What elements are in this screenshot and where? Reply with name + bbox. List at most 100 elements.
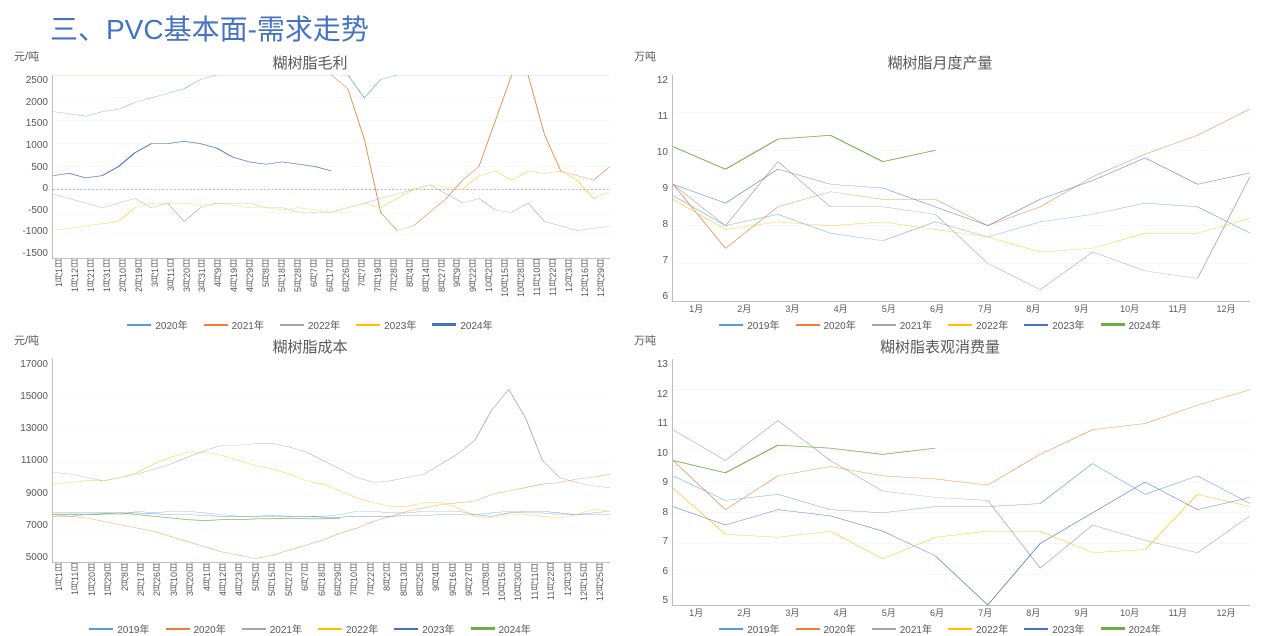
y-tick: -500 [10, 205, 48, 216]
x-tick: 9月 [1057, 302, 1105, 315]
y-tick: 5 [630, 595, 668, 606]
x-tick: 1月29日 [101, 563, 117, 619]
legend-item: 2024年 [1101, 317, 1161, 332]
x-tick: 3月11日 [164, 259, 180, 315]
chart-consumption: 万吨 糊树脂表观消费量 1312111098765 1月2月3月4月5月6月7月… [630, 336, 1250, 636]
series-line [673, 445, 935, 473]
legend-item: 2022年 [948, 317, 1008, 332]
x-tick: 12月25日 [593, 563, 609, 619]
x-tick: 9月9日 [450, 259, 466, 315]
y-tick: 6 [630, 291, 668, 302]
x-tick: 12月29日 [594, 259, 610, 315]
y-tick: 2000 [10, 97, 48, 108]
y-unit: 元/吨 [14, 48, 39, 64]
x-tick: 8月 [1009, 302, 1057, 315]
chart-title: 糊树脂成本 [10, 336, 610, 357]
legend-item: 2020年 [796, 621, 856, 636]
series-line [53, 185, 610, 231]
page-title: 三、PVC基本面-需求走势 [0, 0, 1265, 52]
x-tick: 9月22日 [466, 259, 482, 315]
legend-item: 2024年 [1101, 621, 1161, 636]
series-line [53, 75, 610, 116]
x-axis: 1月2月3月4月5月6月7月8月9月10月11月12月 [630, 302, 1250, 315]
x-tick: 7月22日 [364, 563, 380, 619]
legend: 2019年2020年2021年2022年2023年2024年 [630, 317, 1250, 332]
x-tick: 8月13日 [397, 563, 413, 619]
y-tick: 17000 [10, 359, 48, 370]
x-tick: 2月 [720, 302, 768, 315]
x-axis: 1月2月3月4月5月6月7月8月9月10月11月12月 [630, 606, 1250, 619]
legend-item: 2022年 [280, 317, 340, 332]
x-tick: 5月15日 [265, 563, 281, 619]
x-tick: 1月31日 [100, 259, 116, 315]
y-tick: 11 [630, 111, 668, 122]
x-tick: 2月10日 [116, 259, 132, 315]
x-axis: 1月1日1月11日1月20日1月29日2月8日2月17日2月26日3月10日3月… [10, 563, 610, 619]
x-tick: 8月 [1009, 606, 1057, 619]
legend-item: 2021年 [204, 317, 264, 332]
y-unit: 万吨 [634, 48, 656, 64]
x-tick: 11月22日 [544, 563, 560, 619]
y-axis: 25002000150010005000-500-1000-1500 [10, 75, 52, 259]
chart-title: 糊树脂毛利 [10, 52, 610, 73]
y-tick: 11 [630, 418, 668, 429]
chart-cost: 元/吨 糊树脂成本 170001500013000110009000700050… [10, 336, 610, 636]
x-tick: 11月22日 [546, 259, 562, 315]
x-tick: 2月 [720, 606, 768, 619]
x-tick: 5月 [865, 302, 913, 315]
x-tick: 6月 [913, 606, 961, 619]
x-tick: 3月10日 [167, 563, 183, 619]
x-tick: 6月26日 [339, 259, 355, 315]
plot-area [52, 75, 610, 259]
x-tick: 8月4日 [403, 259, 419, 315]
legend-item: 2021年 [872, 317, 932, 332]
y-tick: 500 [10, 162, 48, 173]
series-line [53, 474, 610, 559]
y-tick: 9000 [10, 488, 48, 499]
series-line [673, 421, 1250, 569]
legend-item: 2019年 [719, 621, 779, 636]
legend-item: 2021年 [872, 621, 932, 636]
series-line [673, 196, 1250, 241]
x-tick: 10月2日 [482, 259, 498, 315]
x-tick: 8月27日 [435, 259, 451, 315]
x-tick: 4月19日 [227, 259, 243, 315]
series-line [53, 171, 610, 230]
x-tick: 11月 [1154, 302, 1202, 315]
x-tick: 1月20日 [85, 563, 101, 619]
legend-item: 2020年 [127, 317, 187, 332]
x-tick: 10月28日 [514, 259, 530, 315]
x-tick: 7月28日 [387, 259, 403, 315]
y-tick: 13000 [10, 423, 48, 434]
x-tick: 11月 [1154, 606, 1202, 619]
x-tick: 5月27日 [282, 563, 298, 619]
y-tick: 6 [630, 566, 668, 577]
y-tick: 10 [630, 448, 668, 459]
x-tick: 4月 [817, 606, 865, 619]
x-tick: 4月23日 [232, 563, 248, 619]
series-line [53, 511, 610, 517]
x-tick: 6月29日 [331, 563, 347, 619]
legend-item: 2023年 [1024, 621, 1084, 636]
x-tick: 1月11日 [68, 563, 84, 619]
x-tick: 6月7日 [307, 259, 323, 315]
y-tick: 7000 [10, 520, 48, 531]
series-line [53, 511, 610, 516]
y-axis: 17000150001300011000900070005000 [10, 359, 52, 563]
x-axis: 1月1日1月12日1月21日1月31日2月10日2月19日3月1日3月11日3月… [10, 259, 610, 315]
x-tick: 8月2日 [380, 563, 396, 619]
x-tick: 4月9日 [211, 259, 227, 315]
x-tick: 10月8日 [479, 563, 495, 619]
legend-item: 2024年 [432, 317, 492, 332]
x-tick: 3月20日 [183, 563, 199, 619]
legend: 2019年2020年2021年2022年2023年2024年 [630, 621, 1250, 636]
x-tick: 2月26日 [150, 563, 166, 619]
legend: 2020年2021年2022年2023年2024年 [10, 317, 610, 332]
y-tick: 9 [630, 477, 668, 488]
x-tick: 10月 [1106, 606, 1154, 619]
plot-area [672, 75, 1250, 302]
x-tick: 1月1日 [52, 563, 68, 619]
x-tick: 2月8日 [118, 563, 134, 619]
chart-title: 糊树脂月度产量 [630, 52, 1250, 73]
x-tick: 7月 [961, 302, 1009, 315]
